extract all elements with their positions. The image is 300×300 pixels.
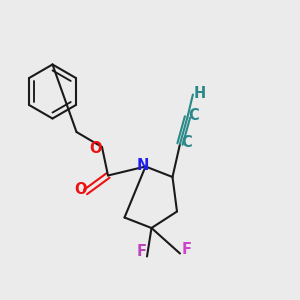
Text: F: F: [182, 242, 192, 256]
Text: F: F: [136, 244, 147, 260]
Text: O: O: [90, 141, 102, 156]
Text: C: C: [189, 108, 200, 123]
Text: H: H: [194, 86, 206, 101]
Text: O: O: [74, 182, 86, 196]
Text: C: C: [181, 135, 192, 150]
Text: N: N: [137, 158, 149, 173]
